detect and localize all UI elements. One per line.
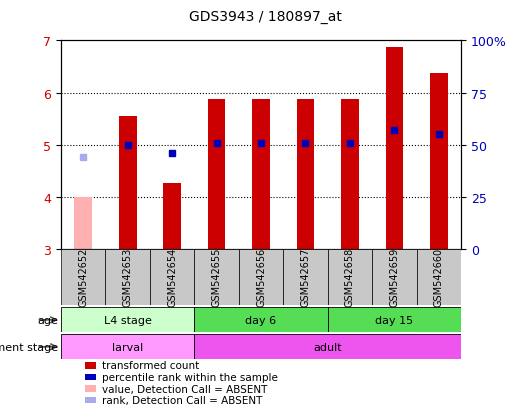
Text: GDS3943 / 180897_at: GDS3943 / 180897_at [189,10,341,24]
Text: adult: adult [313,342,342,352]
Text: GSM542653: GSM542653 [122,247,132,306]
Text: percentile rank within the sample: percentile rank within the sample [102,372,278,382]
Bar [74,198,92,250]
Text: GSM542660: GSM542660 [434,247,444,306]
Text: GSM542656: GSM542656 [256,247,266,306]
Text: GSM542657: GSM542657 [301,247,311,306]
Text: age: age [38,315,58,325]
Bar [430,74,448,250]
Text: transformed count: transformed count [102,361,199,370]
Bar [417,250,461,306]
Bar [297,100,314,250]
Bar [61,335,195,359]
Text: larval: larval [112,342,143,352]
Bar [385,47,403,250]
Bar [328,250,372,306]
Text: GSM542659: GSM542659 [390,247,400,306]
Bar [61,308,195,332]
Bar [328,308,461,332]
Bar [283,250,328,306]
Text: development stage: development stage [0,342,58,352]
Text: day 15: day 15 [375,315,413,325]
Bar [252,100,270,250]
Bar [195,335,461,359]
Text: value, Detection Call = ABSENT: value, Detection Call = ABSENT [102,384,267,394]
Bar [195,250,239,306]
Text: GSM542658: GSM542658 [345,247,355,306]
Bar [163,183,181,250]
Bar [119,117,137,250]
Bar [105,250,150,306]
Text: rank, Detection Call = ABSENT: rank, Detection Call = ABSENT [102,395,262,405]
Bar [372,250,417,306]
Text: day 6: day 6 [245,315,277,325]
Text: L4 stage: L4 stage [104,315,152,325]
Text: GSM542652: GSM542652 [78,247,88,306]
Bar [195,308,328,332]
Bar [341,100,359,250]
Text: GSM542655: GSM542655 [211,247,222,306]
Text: GSM542654: GSM542654 [167,247,177,306]
Bar [61,250,105,306]
Bar [208,100,225,250]
Bar [150,250,195,306]
Bar [239,250,283,306]
